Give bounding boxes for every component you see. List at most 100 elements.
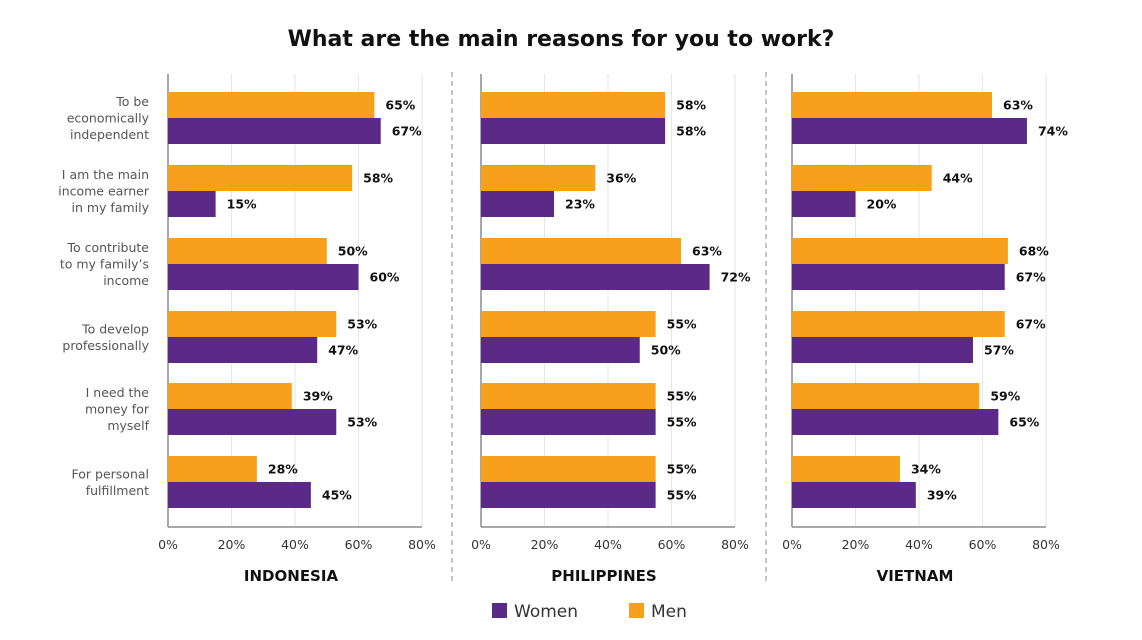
- category-label-line: income: [103, 273, 149, 288]
- bar-men: [792, 383, 980, 409]
- data-label-men: 28%: [268, 462, 298, 477]
- x-tick-label: 0%: [471, 537, 491, 552]
- data-label-men: 58%: [363, 171, 393, 186]
- bar-men: [168, 383, 292, 409]
- bar-women: [792, 409, 999, 435]
- data-label-women: 47%: [328, 343, 358, 358]
- data-label-women: 23%: [565, 197, 595, 212]
- data-label-men: 55%: [667, 389, 697, 404]
- data-label-women: 39%: [927, 488, 957, 503]
- data-label-women: 72%: [721, 270, 751, 285]
- bar-women: [168, 191, 216, 217]
- x-tick-label: 60%: [658, 537, 686, 552]
- legend-label-men: Men: [651, 602, 687, 622]
- bar-women: [481, 409, 656, 435]
- bar-men: [481, 383, 656, 409]
- category-label-line: income earner: [58, 184, 150, 199]
- x-tick-label: 80%: [408, 537, 436, 552]
- data-label-men: 55%: [667, 317, 697, 332]
- chart-title: What are the main reasons for you to wor…: [288, 27, 835, 52]
- category-label-line: To develop: [81, 321, 149, 336]
- data-label-men: 39%: [303, 389, 333, 404]
- bar-women: [481, 264, 710, 290]
- x-tick-label: 60%: [969, 537, 997, 552]
- x-tick-label: 80%: [721, 537, 749, 552]
- bar-women: [168, 482, 311, 508]
- category-label-line: to my family’s: [60, 257, 149, 272]
- category-label-line: For personal: [72, 466, 149, 481]
- category-label-line: To be: [115, 94, 149, 109]
- data-label-men: 34%: [911, 462, 941, 477]
- bar-women: [792, 191, 856, 217]
- bar-men: [168, 311, 337, 337]
- category-label: To develop professionally: [62, 321, 149, 353]
- bar-women: [481, 337, 640, 363]
- panel-label: VIETNAM: [877, 567, 954, 585]
- category-label-line: I am the main: [62, 167, 149, 182]
- bar-men: [168, 456, 257, 482]
- x-tick-label: 40%: [594, 537, 622, 552]
- category-label-line: in my family: [72, 200, 150, 215]
- bar-women: [481, 191, 555, 217]
- bar-women: [792, 264, 1005, 290]
- category-label-line: economically: [67, 111, 150, 126]
- data-label-men: 44%: [943, 171, 973, 186]
- bar-women: [168, 118, 381, 144]
- bar-men: [792, 165, 932, 191]
- x-tick-label: 20%: [218, 537, 246, 552]
- category-labels: To be economically independent I am the mai…: [58, 94, 150, 498]
- x-tick-label: 20%: [531, 537, 559, 552]
- x-tick-label: 40%: [905, 537, 933, 552]
- data-label-women: 55%: [667, 415, 697, 430]
- bar-men: [481, 311, 656, 337]
- x-tick-label: 0%: [782, 537, 802, 552]
- bar-women: [168, 337, 318, 363]
- bar-men: [168, 92, 375, 118]
- x-tick-label: 80%: [1032, 537, 1060, 552]
- x-tick-label: 40%: [281, 537, 309, 552]
- panel-indonesia: 0% 20% 40% 60% 80% 65% 58% 50% 53% 39% 28% 67% 15% 60…: [158, 74, 436, 585]
- data-label-women: 58%: [676, 124, 706, 139]
- category-label: For personal fulfillment: [72, 466, 150, 498]
- data-label-men: 65%: [385, 98, 415, 113]
- bar-women: [792, 118, 1027, 144]
- data-label-men: 58%: [676, 98, 706, 113]
- bar-women: [481, 118, 666, 144]
- bar-women: [168, 264, 359, 290]
- data-label-men: 53%: [347, 317, 377, 332]
- legend-swatch-women: [492, 603, 507, 618]
- legend-label-women: Women: [514, 602, 578, 622]
- panel-label: PHILIPPINES: [551, 567, 656, 585]
- bar-women: [481, 482, 656, 508]
- data-label-men: 59%: [990, 389, 1020, 404]
- data-label-women: 45%: [322, 488, 352, 503]
- bar-men: [792, 456, 900, 482]
- data-label-men: 68%: [1019, 244, 1049, 259]
- data-label-men: 67%: [1016, 317, 1046, 332]
- bar-men: [168, 165, 353, 191]
- category-label-line: money for: [85, 402, 150, 417]
- x-tick-label: 0%: [158, 537, 178, 552]
- data-label-women: 15%: [227, 197, 257, 212]
- category-label-line: professionally: [62, 338, 149, 353]
- data-label-men: 36%: [606, 171, 636, 186]
- data-label-women: 65%: [1009, 415, 1039, 430]
- category-label-line: I need the: [86, 385, 150, 400]
- legend: Women Men: [492, 602, 687, 622]
- panel-philippines: 0% 20% 40% 60% 80% 58% 36% 63% 55% 55% 55% 58% 23% 72…: [471, 74, 751, 585]
- bar-men: [481, 456, 656, 482]
- bar-men: [168, 238, 327, 264]
- data-label-men: 55%: [667, 462, 697, 477]
- bar-women: [792, 482, 916, 508]
- bar-men: [481, 238, 682, 264]
- data-label-women: 55%: [667, 488, 697, 503]
- bar-men: [792, 311, 1005, 337]
- bar-women: [792, 337, 973, 363]
- category-label-line: myself: [107, 418, 149, 433]
- bar-men: [481, 165, 596, 191]
- data-label-men: 50%: [338, 244, 368, 259]
- panels: 0% 20% 40% 60% 80% 65% 58% 50% 53% 39% 28% 67% 15% 60…: [158, 72, 1068, 585]
- data-label-men: 63%: [1003, 98, 1033, 113]
- bar-women: [168, 409, 337, 435]
